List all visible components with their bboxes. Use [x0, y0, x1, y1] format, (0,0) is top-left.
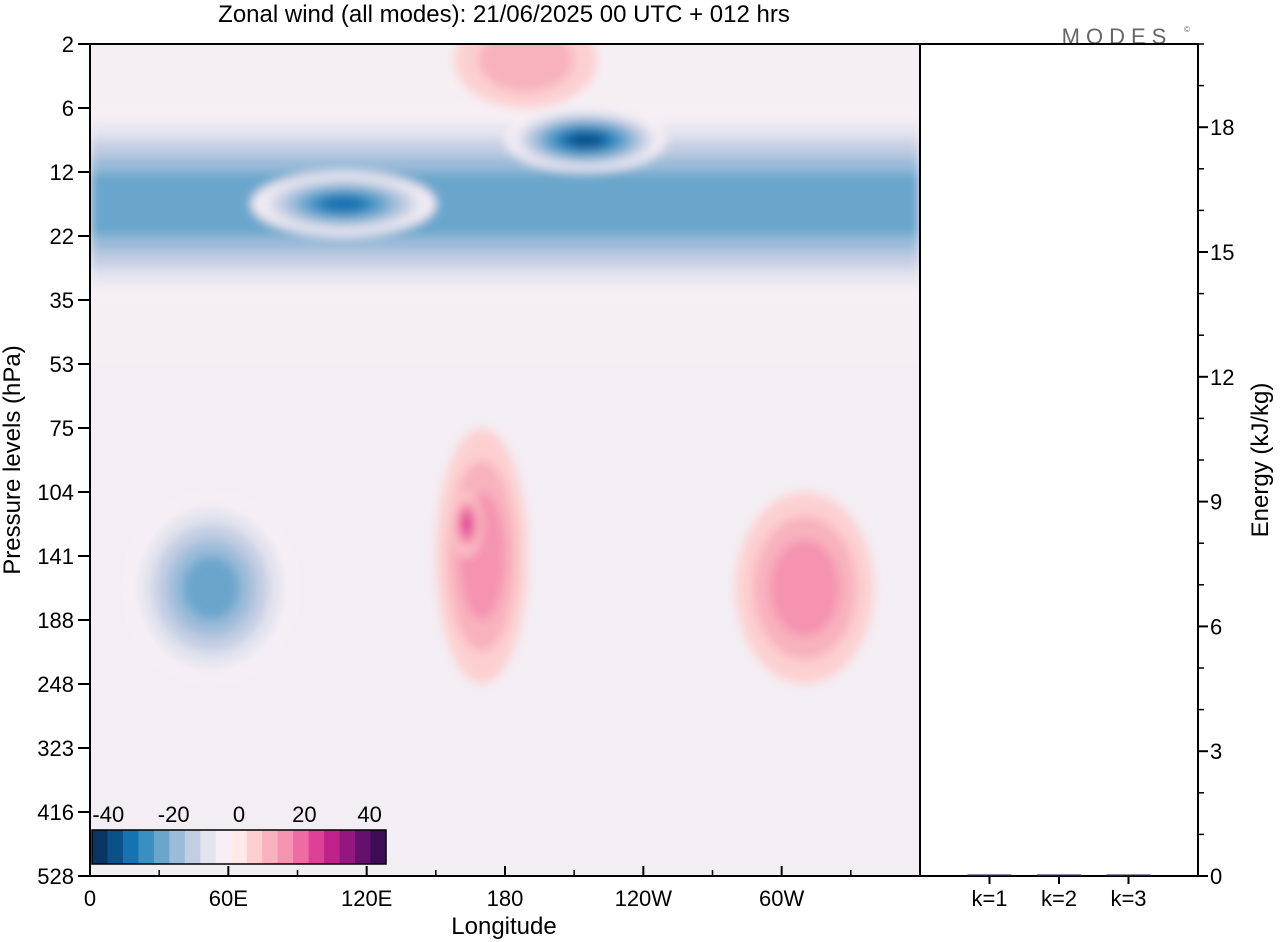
energy-x-tick-label: k=2: [1041, 886, 1077, 911]
wind-contour-0-5: [90, 172, 920, 236]
wind-heatmap: [90, 44, 920, 876]
y-tick-label: 323: [37, 736, 74, 761]
colorbar-swatch: [277, 830, 294, 864]
wind-contour-6-3: [770, 540, 840, 636]
colorbar-swatch: [184, 830, 201, 864]
x-axis: 0 60E 120E 180 120W 60W: [84, 866, 921, 911]
wind-field: [90, 44, 920, 876]
colorbar-tick-label: -20: [158, 802, 190, 827]
colorbar-swatch: [324, 830, 341, 864]
chart-title: Zonal wind (all modes): 21/06/2025 00 UT…: [218, 1, 790, 28]
y-tick-label: 248: [37, 672, 74, 697]
x-tick-label: 120W: [615, 886, 673, 911]
colorbar-frame: [91, 829, 387, 865]
energy-bar: [967, 874, 1012, 876]
energy-panel-frame: [919, 43, 1199, 877]
colorbar-swatch: [153, 830, 170, 864]
y-tick-label: 188: [37, 608, 74, 633]
energy-y-axis: 0 3 6 9 12 15 18: [1198, 43, 1234, 889]
y-tick-label: 104: [37, 480, 74, 505]
energy-bar: [1037, 874, 1081, 876]
wind-contour-7-2: [478, 44, 574, 92]
wind-contour-2-8: [567, 132, 604, 148]
energy-tick-label: 3: [1210, 739, 1222, 764]
energy-bar: [1106, 874, 1151, 876]
energy-tick-label: 15: [1210, 240, 1234, 265]
y-tick-label: 2: [62, 32, 74, 57]
colorbar-tick-label: 0: [233, 802, 245, 827]
energy-axis-label: Energy (kJ/kg): [1247, 383, 1274, 538]
colorbar-swatch: [92, 830, 108, 864]
energy-tick-label: 18: [1210, 115, 1234, 140]
energy-tick-label: 0: [1210, 864, 1222, 889]
y-tick-label: 141: [37, 544, 74, 569]
y-tick-label: 75: [50, 416, 74, 441]
colorbar-swatch: [370, 830, 387, 864]
x-axis-label: Longitude: [451, 913, 556, 940]
y-tick-label: 22: [50, 224, 74, 249]
x-tick-label: 180: [487, 886, 524, 911]
y-tick-label: 528: [37, 864, 74, 889]
wind-contour-1-7: [320, 196, 367, 212]
colorbar-swatch: [215, 830, 232, 864]
y-tick-label: 53: [50, 352, 74, 377]
colorbar-swatch: [231, 830, 248, 864]
x-tick-label: 60E: [209, 886, 248, 911]
colorbar-swatch: [169, 830, 186, 864]
energy-x-tick-label: k=3: [1110, 886, 1146, 911]
energy-tick-label: 9: [1210, 490, 1222, 515]
y-tick-label: 6: [62, 96, 74, 121]
wind-contour-3-5: [182, 556, 240, 620]
energy-x-tick-label: k=1: [971, 886, 1007, 911]
colorbar-swatch: [122, 830, 139, 864]
energy-tick-label: 12: [1210, 365, 1234, 390]
colorbar-tick-label: 40: [357, 802, 381, 827]
colorbar-swatch: [107, 830, 124, 864]
colorbar-swatch: [308, 830, 325, 864]
colorbar-swatch: [246, 830, 263, 864]
wind-contour-5-5: [461, 513, 472, 535]
y-axis-label: Pressure levels (hPa): [0, 345, 26, 574]
x-tick-label: 0: [84, 886, 96, 911]
y-axis: 2 6 12 22 35 53 75 104 141 188 248 323 416 528: [37, 32, 90, 889]
colorbar-swatch: [138, 830, 155, 864]
y-tick-label: 416: [37, 800, 74, 825]
colorbar-swatch: [339, 830, 356, 864]
colorbar-swatch: [293, 830, 310, 864]
y-tick-label: 35: [50, 288, 74, 313]
energy-x-axis: k=1 k=2 k=3: [971, 876, 1147, 911]
energy-bars: [967, 874, 1151, 876]
colorbar-tick-label: -40: [92, 802, 124, 827]
colorbar: -40 -20 0 20 40: [91, 802, 387, 865]
colorbar-swatch: [355, 830, 372, 864]
y-tick-label: 12: [50, 160, 74, 185]
colorbar-swatch: [200, 830, 217, 864]
colorbar-tick-label: 20: [292, 802, 316, 827]
logo-copyright-mark: ©: [1184, 25, 1190, 34]
colorbar-swatch: [262, 830, 279, 864]
x-tick-label: 60W: [759, 886, 804, 911]
x-tick-label: 120E: [341, 886, 392, 911]
energy-tick-label: 6: [1210, 614, 1222, 639]
